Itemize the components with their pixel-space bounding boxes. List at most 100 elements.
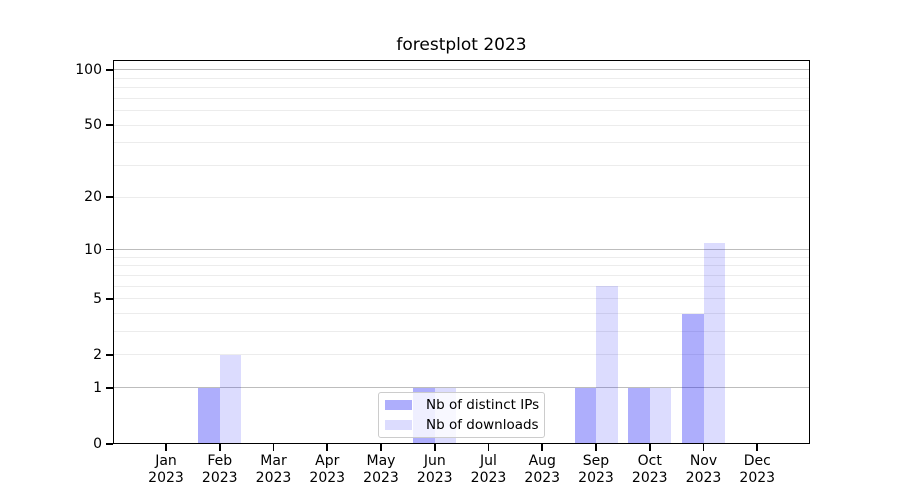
minor-gridline [113,165,810,167]
x-tick-month: Jun [423,453,446,469]
x-tick-month: Apr [315,453,340,469]
x-tick-label-nov: Nov 2023 [674,453,734,486]
minor-gridline [113,285,810,287]
x-tick-month: Jan [155,453,177,469]
x-tick-label-sep: Sep 2023 [566,453,626,486]
x-tick-mark [595,444,597,451]
y-tick-mark [106,354,113,356]
legend-item-distinct-ips: Nb of distinct IPs [385,397,544,414]
x-tick-mark [218,444,221,451]
minor-gridline [113,142,810,144]
major-gridline [113,249,810,251]
x-tick-mark [702,444,705,451]
x-tick-month: Dec [743,453,771,469]
x-tick-label-aug: Aug 2023 [512,453,572,486]
x-tick-mark [487,444,490,451]
x-tick-mark [541,444,544,451]
bar-distinct-ips-feb [198,387,220,444]
minor-gridline [113,110,810,112]
y-tick-label: 0 [93,436,102,452]
x-tick-year: 2023 [255,469,292,486]
major-gridline [113,69,810,71]
legend-swatch-downloads [385,420,412,430]
minor-gridline [113,77,810,79]
x-tick-year: 2023 [578,469,614,486]
bar-downloads-oct [649,387,672,444]
x-tick-label-mar: Mar 2023 [244,453,304,486]
x-tick-label-dec: Dec 2023 [727,453,787,486]
x-tick-year: 2023 [416,469,453,486]
x-tick-year: 2023 [363,469,399,486]
x-tick-month: Feb [207,453,233,469]
x-tick-label-oct: Oct 2023 [620,453,680,486]
minor-gridline [113,298,810,300]
legend: Nb of distinct IPs Nb of downloads [378,392,545,438]
y-tick-mark [106,124,113,126]
x-tick-mark [756,444,759,451]
minor-gridline [113,354,810,356]
y-tick-mark [106,69,113,71]
y-tick-label: 1 [93,379,102,396]
bar-distinct-ips-nov [682,313,704,444]
major-gridline [113,387,810,389]
x-tick-year: 2023 [148,469,184,486]
bar-downloads-nov [703,242,725,444]
bar-distinct-ips-sep [574,387,596,444]
y-tick-label: 5 [93,290,102,307]
x-tick-year: 2023 [739,469,776,486]
y-tick-mark [106,387,113,389]
x-tick-month: Mar [260,453,287,469]
legend-label-downloads: Nb of downloads [426,416,539,433]
chart-title: forestplot 2023 [396,35,527,55]
y-tick-label: 10 [84,241,102,258]
minor-gridline [113,87,810,89]
legend-item-downloads: Nb of downloads [385,417,544,434]
minor-gridline [113,196,810,198]
y-tick-label: 50 [84,117,102,134]
minor-gridline [113,124,810,126]
x-tick-month: Nov [689,453,718,469]
minor-gridline [113,265,810,267]
x-tick-year: 2023 [631,469,668,486]
x-tick-label-jul: Jul 2023 [459,453,519,486]
x-tick-month: Aug [528,453,556,469]
x-tick-mark [433,444,436,451]
bar-downloads-feb [219,354,242,444]
x-tick-year: 2023 [201,469,238,486]
minor-gridline [113,256,810,258]
x-tick-month: Oct [637,453,662,469]
minor-gridline [113,331,810,333]
y-tick-label: 100 [75,61,102,78]
bar-distinct-ips-oct [628,387,650,444]
minor-gridline [113,97,810,99]
x-tick-label-jan: Jan 2023 [136,453,196,486]
x-tick-mark [648,444,651,451]
x-tick-month: May [366,453,396,469]
y-tick-mark [106,297,113,300]
x-tick-mark [326,444,329,451]
x-tick-month: Jul [480,453,497,469]
y-tick-mark [106,248,113,251]
plot-area [113,60,810,444]
y-tick-mark [106,196,113,198]
x-tick-year: 2023 [470,469,507,486]
x-tick-label-jun: Jun 2023 [405,453,465,486]
y-tick-mark [106,443,113,445]
bar-downloads-sep [596,286,618,444]
x-tick-label-may: May 2023 [351,453,411,486]
x-tick-year: 2023 [524,469,561,486]
x-tick-mark [272,444,275,451]
y-tick-label: 2 [93,346,102,363]
minor-gridline [113,274,810,276]
x-tick-label-feb: Feb 2023 [190,453,250,486]
x-tick-mark [165,444,167,451]
y-tick-label: 20 [84,189,102,206]
gridlines-layer [113,60,810,444]
x-tick-mark [380,444,382,451]
legend-label-distinct-ips: Nb of distinct IPs [426,396,540,413]
x-tick-year: 2023 [685,469,722,486]
x-tick-month: Sep [582,453,610,469]
x-tick-year: 2023 [309,469,346,486]
x-tick-label-apr: Apr 2023 [297,453,357,486]
